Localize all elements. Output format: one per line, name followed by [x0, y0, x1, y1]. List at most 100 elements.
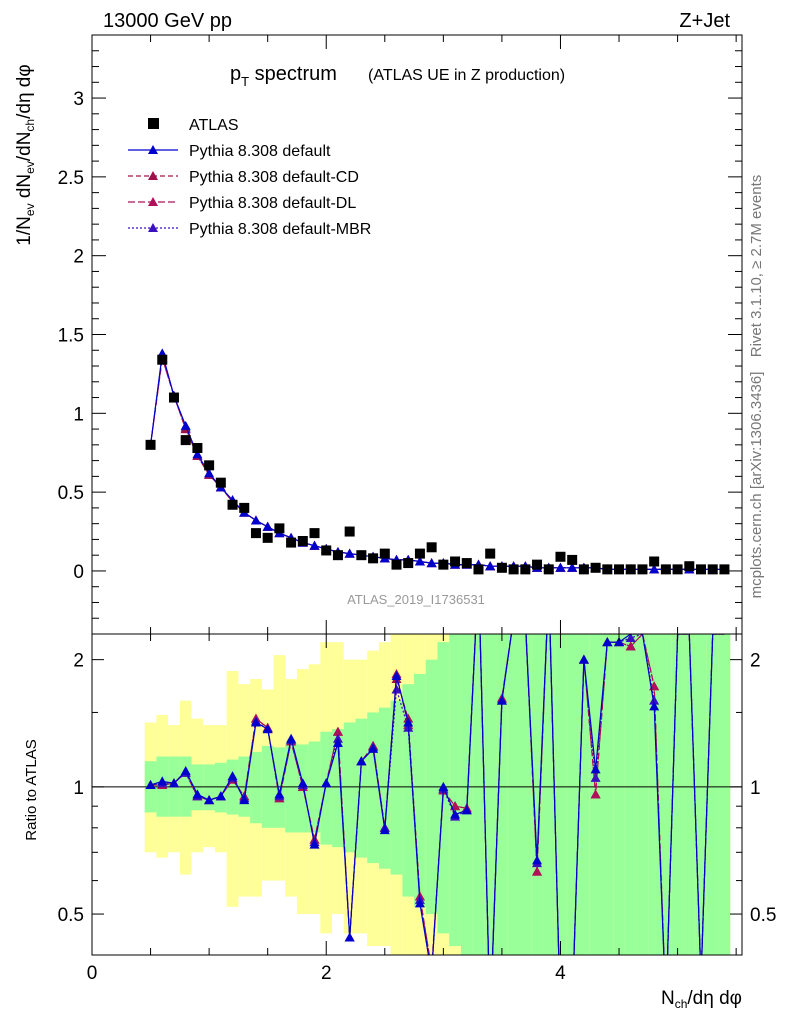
atlas-data-point: [684, 561, 695, 572]
main-y-axis-label: 1/Nev dNev/dNch/dη dφ: [14, 64, 37, 245]
ratio-band-inner: [496, 634, 508, 955]
legend-entry-label: ATLAS: [189, 117, 239, 134]
legend-marker: [148, 197, 158, 206]
atlas-data-point: [274, 523, 285, 534]
atlas-data-point: [614, 564, 625, 575]
atlas-data-point: [567, 554, 578, 565]
ratio-band-inner: [332, 729, 344, 848]
atlas-data-point: [461, 558, 472, 569]
legend-marker: [148, 223, 158, 232]
ratio-point-default: [274, 789, 285, 799]
ratio-y-axis-label: Ratio to ATLAS: [23, 739, 40, 840]
atlas-data-point: [145, 439, 156, 450]
ratio-ytick-label-right: 0.5: [750, 905, 776, 926]
ratio-band-inner: [624, 634, 637, 955]
ratio-point-dl: [625, 641, 636, 651]
ratio-band-inner: [566, 634, 579, 955]
atlas-data-point: [672, 564, 683, 575]
ratio-point-default: [602, 637, 613, 647]
ratio-point-default: [286, 733, 297, 743]
atlas-data-point: [520, 564, 531, 575]
main-ytick-label: 1: [73, 404, 84, 425]
atlas-data-point: [660, 564, 671, 575]
ratio-band-inner: [578, 634, 590, 955]
ratio-point-default: [614, 637, 625, 647]
ratio-point-default: [438, 781, 449, 791]
main-ytick-label: 2.5: [58, 168, 84, 189]
ratio-point-dl: [332, 726, 343, 736]
atlas-data-point: [332, 550, 343, 561]
main-plot-area: [145, 348, 730, 575]
main-ytick-label: 0.5: [58, 483, 84, 504]
ratio-point-default: [227, 771, 238, 781]
x-axis-label: Nch/dη dφ: [661, 988, 742, 1011]
ratio-band-inner: [531, 634, 543, 955]
atlas-data-point: [450, 556, 461, 567]
ratio-band-inner: [343, 722, 356, 853]
ratio-point-default: [332, 737, 343, 747]
ratio-point-default: [461, 805, 472, 815]
ratio-band-inner: [660, 634, 672, 955]
legend-marker: [148, 171, 158, 180]
ratio-point-dl: [590, 789, 601, 799]
ratio-band-inner: [507, 634, 520, 955]
ratio-band-inner: [519, 634, 532, 955]
atlas-data-point: [227, 499, 238, 510]
atlas-data-point: [180, 435, 191, 446]
ratio-band-inner: [613, 634, 625, 955]
ratio-point-default: [157, 776, 168, 786]
main-line-default-point: [567, 562, 578, 572]
main-line-mbr: [150, 354, 725, 571]
ratio-band-inner: [250, 751, 262, 824]
legend: pT spectrum (ATLAS UE in Z production) A…: [128, 63, 565, 238]
analysis-label: ATLAS_2019_I1736531: [347, 592, 485, 607]
ratio-point-default: [309, 839, 320, 849]
ratio-point-default: [391, 670, 402, 680]
main-ytick-label: 0: [73, 562, 84, 583]
ratio-point-default: [145, 780, 156, 790]
ratio-point-default: [192, 789, 203, 799]
ratio-point-default: [344, 932, 355, 942]
main-line-default-point: [414, 556, 425, 566]
main-line-default-point: [262, 521, 273, 531]
ratio-band-inner: [542, 634, 555, 955]
atlas-data-point: [157, 354, 168, 365]
main-ytick-label: 3: [73, 89, 84, 110]
ratio-point-default: [368, 743, 379, 753]
ratio-point-default: [204, 795, 215, 805]
atlas-data-point: [379, 548, 390, 559]
ratio-band-inner: [554, 634, 567, 955]
ratio-point-default: [450, 809, 461, 819]
atlas-data-point: [602, 564, 613, 575]
ratio-point-default: [215, 791, 226, 801]
atlas-data-point: [239, 502, 250, 513]
main-line-default-point: [192, 449, 203, 459]
atlas-data-point: [204, 460, 215, 471]
ratio-point-default: [250, 717, 261, 727]
ratio-band-inner: [414, 673, 426, 907]
atlas-data-point: [496, 562, 507, 573]
ratio-point-default: [321, 778, 332, 788]
ratio-point-default: [180, 766, 191, 776]
ratio-point-default: [297, 778, 308, 788]
ratio-ytick-label-right: 1: [750, 778, 761, 799]
ratio-point-dl: [532, 866, 543, 876]
main-ytick-label: 1.5: [58, 326, 84, 347]
ratio-point-default: [168, 778, 179, 788]
ratio-band-inner: [285, 742, 297, 833]
ratio-point-default: [239, 795, 250, 805]
atlas-data-point: [555, 551, 566, 562]
ratio-point-mbr: [649, 695, 660, 705]
ratio-band-inner: [636, 634, 649, 955]
atlas-data-point: [473, 564, 484, 575]
main-line-default-point: [649, 564, 660, 574]
main-line-default-point: [555, 562, 566, 572]
ratio-band-inner: [449, 634, 461, 947]
atlas-data-point: [403, 558, 414, 569]
ratio-band-inner: [355, 718, 368, 858]
main-line-default-point: [344, 548, 355, 558]
ratio-band-inner: [203, 764, 215, 811]
main-line-default-point: [180, 420, 191, 430]
x-tick-label: 4: [555, 963, 566, 984]
